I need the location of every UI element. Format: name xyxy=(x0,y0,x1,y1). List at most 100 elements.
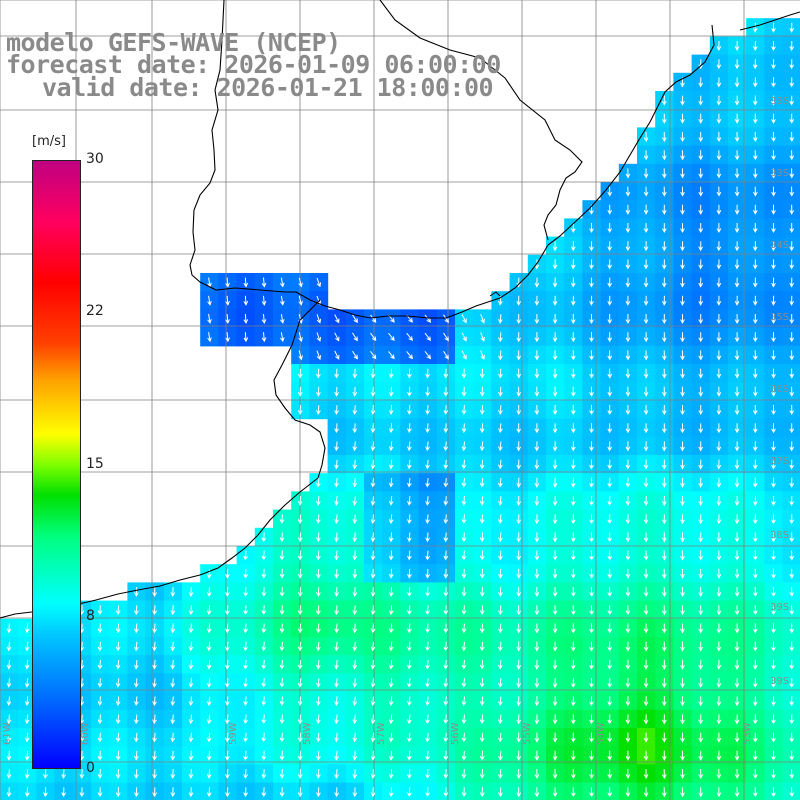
wind-arrow xyxy=(461,732,467,743)
wind-arrow xyxy=(388,478,394,488)
wind-arrow xyxy=(388,678,394,688)
wind-arrow xyxy=(570,550,576,561)
wind-arrow xyxy=(680,423,685,434)
wind-arrow xyxy=(734,641,740,652)
wind-arrow xyxy=(207,332,212,343)
wind-arrow xyxy=(570,223,576,234)
wind-arrow xyxy=(716,259,722,270)
wind-arrow xyxy=(206,623,212,634)
wind-arrow xyxy=(516,495,522,507)
wind-arrow xyxy=(680,95,685,106)
wind-arrow xyxy=(752,532,758,543)
wind-arrow xyxy=(407,459,412,470)
wind-arrow xyxy=(407,769,412,779)
wind-arrow xyxy=(752,568,758,579)
wind-arrow xyxy=(516,768,522,780)
wind-arrow xyxy=(316,550,321,561)
wind-arrow xyxy=(279,787,285,798)
wind-arrow xyxy=(170,769,176,779)
wind-arrow xyxy=(225,605,230,616)
wind-arrow xyxy=(498,441,503,452)
wind-arrow xyxy=(607,768,613,780)
wind-arrow xyxy=(461,314,467,324)
wind-arrow xyxy=(24,659,30,670)
wind-arrow xyxy=(206,769,212,779)
wind-arrow xyxy=(425,423,430,434)
wind-arrow xyxy=(698,514,704,525)
wind-arrow xyxy=(680,605,685,616)
wind-arrow xyxy=(552,532,558,543)
wind-arrow xyxy=(352,459,358,470)
wind-arrow xyxy=(425,714,430,725)
wind-arrow xyxy=(370,732,376,743)
wind-arrow xyxy=(261,678,267,688)
wind-arrow xyxy=(443,514,449,525)
wind-arrow xyxy=(789,223,795,234)
wind-arrow xyxy=(115,641,121,652)
wind-arrow xyxy=(352,386,358,397)
wind-arrow xyxy=(552,605,558,616)
wind-arrow xyxy=(589,586,594,598)
wind-arrow xyxy=(279,605,285,616)
wind-arrow xyxy=(716,568,722,579)
wind-arrow xyxy=(407,478,412,488)
lat-label: 36S xyxy=(770,384,790,395)
wind-arrow xyxy=(388,787,394,798)
wind-arrow xyxy=(97,678,103,688)
wind-arrow xyxy=(552,623,558,634)
wind-arrow xyxy=(479,605,485,616)
wind-arrow xyxy=(516,532,522,543)
wind-arrow xyxy=(516,696,522,707)
wind-arrow xyxy=(789,77,795,88)
wind-arrow xyxy=(6,750,12,761)
wind-arrow xyxy=(516,350,522,361)
wind-arrow xyxy=(771,568,776,579)
wind-arrow xyxy=(589,550,594,561)
wind-arrow xyxy=(589,696,594,707)
wind-arrow xyxy=(716,368,722,379)
wind-arrow xyxy=(698,787,704,798)
colorbar-tick-0: 0 xyxy=(86,760,95,776)
wind-arrow xyxy=(443,550,449,561)
wind-arrow xyxy=(752,459,758,470)
wind-arrow xyxy=(316,678,321,688)
wind-arrow xyxy=(734,368,740,379)
wind-arrow xyxy=(698,768,704,780)
wind-arrow xyxy=(134,587,139,597)
wind-arrow xyxy=(625,295,631,306)
wind-arrow xyxy=(734,787,740,798)
wind-arrow xyxy=(261,641,267,652)
wind-arrow xyxy=(752,113,758,124)
wind-arrow xyxy=(115,623,121,634)
wind-arrow xyxy=(716,223,722,234)
wind-arrow xyxy=(625,677,631,689)
wind-arrow xyxy=(643,586,649,598)
wind-arrow xyxy=(388,587,394,597)
wind-arrow xyxy=(752,204,758,215)
wind-arrow xyxy=(461,714,467,725)
wind-arrow xyxy=(370,750,376,761)
wind-arrow xyxy=(771,405,776,416)
wind-arrow xyxy=(716,550,722,561)
wind-arrow xyxy=(680,787,685,798)
wind-arrow xyxy=(261,550,267,561)
wind-arrow xyxy=(552,405,558,416)
wind-arrow xyxy=(352,696,358,707)
wind-arrow xyxy=(425,368,431,379)
wind-arrow xyxy=(479,732,485,743)
wind-arrow xyxy=(789,532,795,543)
wind-arrow xyxy=(316,732,321,743)
wind-arrow xyxy=(716,113,722,124)
wind-arrow xyxy=(534,386,540,397)
uruguay-border-river xyxy=(189,0,296,293)
uruguay-coastline xyxy=(295,24,715,319)
wind-arrow xyxy=(334,568,340,579)
wind-arrow xyxy=(352,514,358,525)
wind-arrow xyxy=(716,495,722,507)
wind-arrow xyxy=(752,332,758,343)
wind-arrow xyxy=(789,295,795,306)
wind-arrow xyxy=(388,496,394,506)
wind-arrow xyxy=(734,150,740,161)
wind-arrow xyxy=(698,605,704,616)
wind-arrow xyxy=(680,150,685,161)
